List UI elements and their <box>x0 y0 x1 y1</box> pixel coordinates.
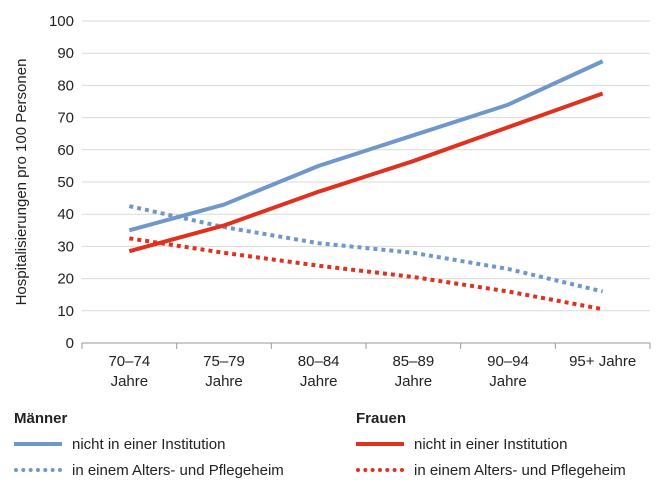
series-line-frauen-nicht-institution <box>128 91 604 254</box>
y-tick-label: 40 <box>57 206 74 223</box>
x-tick-label: 75–79 Jahre <box>203 353 245 390</box>
x-tick-label: 70–74 Jahre <box>108 353 150 390</box>
x-tick-label: 90–94 Jahre <box>487 353 529 390</box>
legend-swatch-solid <box>356 442 404 446</box>
legend-title-maenner: Männer <box>14 410 68 427</box>
legend-group-maenner: Männer nicht in einer Institution in ein… <box>14 408 334 482</box>
legend-item-frauen-dotted: in einem Alters- und Pflegeheim <box>356 458 656 482</box>
y-tick-labels: 0 10 20 30 40 50 60 70 80 90 100 <box>49 13 74 352</box>
y-tick-label: 90 <box>57 45 74 62</box>
y-tick-label: 10 <box>57 303 74 320</box>
legend-label: nicht in einer Institution <box>72 435 226 453</box>
y-axis-label: Hospitalisierungen pro 100 Personen <box>13 59 30 306</box>
legend-swatch-solid <box>14 442 62 446</box>
legend-title-frauen: Frauen <box>356 410 407 427</box>
legend-swatch-dotted <box>356 468 404 472</box>
series-lines <box>128 59 604 312</box>
y-tick-label: 30 <box>57 238 74 255</box>
legend: Männer nicht in einer Institution in ein… <box>0 408 656 486</box>
legend-item-maenner-solid: nicht in einer Institution <box>14 432 334 456</box>
gridlines <box>81 20 651 349</box>
legend-group-frauen: Frauen nicht in einer Institution in ein… <box>356 408 656 482</box>
series-line-maenner-heim <box>128 204 604 294</box>
y-tick-label: 60 <box>57 142 74 159</box>
y-tick-label: 70 <box>57 110 74 127</box>
x-tick-labels: 70–74 Jahre 75–79 Jahre 80–84 Jahre 85–89 Jahre… <box>108 353 636 390</box>
y-tick-label: 20 <box>57 271 74 288</box>
legend-label: in einem Alters- und Pflegeheim <box>72 461 284 479</box>
legend-swatch-dotted <box>14 468 62 472</box>
legend-item-maenner-dotted: in einem Alters- und Pflegeheim <box>14 458 334 482</box>
y-tick-label: 0 <box>66 335 74 352</box>
line-chart: 0 10 20 30 40 50 60 70 80 90 100 70–74 Jahre 75–79 Ja… <box>13 13 651 390</box>
y-tick-label: 80 <box>57 77 74 94</box>
legend-item-frauen-solid: nicht in einer Institution <box>356 432 656 456</box>
series-line-maenner-nicht-institution <box>128 59 604 233</box>
y-tick-label: 100 <box>49 13 74 30</box>
legend-label: in einem Alters- und Pflegeheim <box>414 461 626 479</box>
legend-label: nicht in einer Institution <box>414 435 568 453</box>
x-tick-label: 80–84 Jahre <box>298 353 340 390</box>
x-tick-label: 85–89 Jahre <box>392 353 434 390</box>
x-tick-label: 95+ Jahre <box>569 353 636 370</box>
y-tick-label: 50 <box>57 174 74 191</box>
